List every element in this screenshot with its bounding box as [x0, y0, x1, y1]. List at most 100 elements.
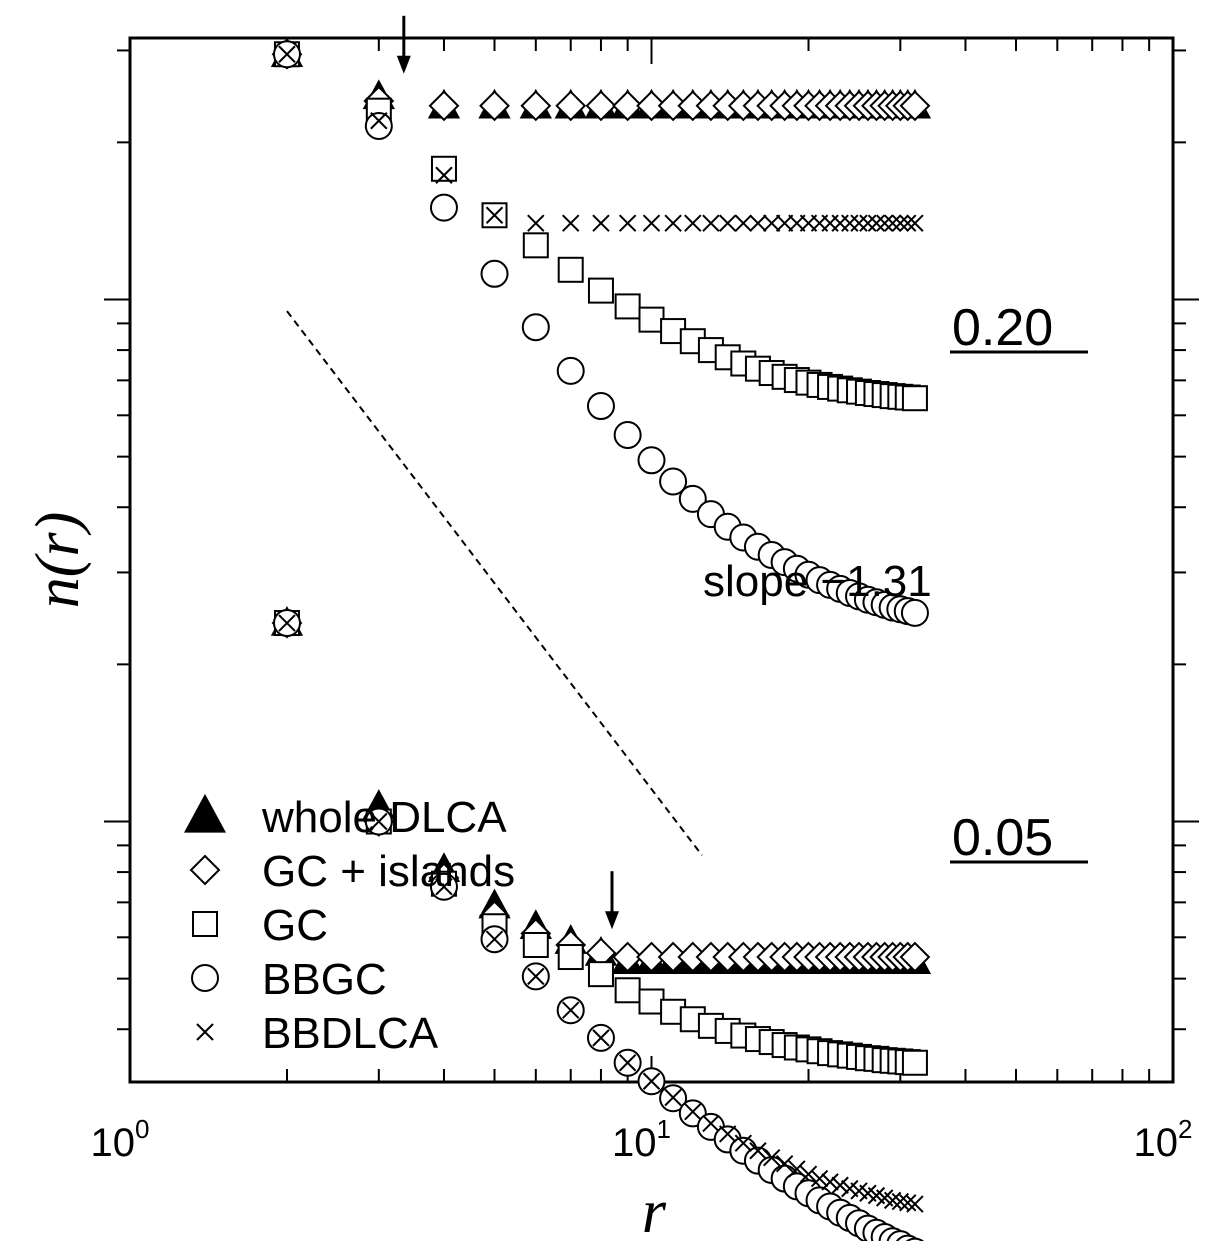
legend-label: BBGC [262, 955, 387, 1004]
marker-open-square [522, 232, 549, 259]
marker-open-diamond [428, 90, 460, 122]
legend-label: GC [262, 901, 328, 950]
marker-cross [810, 1169, 829, 1188]
arrow-head [605, 911, 620, 930]
legend-label: whole DLCA [261, 793, 507, 842]
marker-open-square [587, 961, 614, 988]
arrow-indicator [396, 15, 411, 74]
marker-cross [592, 214, 610, 232]
marker-cross [891, 214, 910, 232]
marker-open-diamond [585, 90, 617, 122]
marker-open-square [587, 277, 614, 304]
legend-item: GC + islands [189, 847, 515, 896]
marker-open-diamond [899, 941, 931, 973]
marker-open-square [901, 1049, 928, 1076]
marker-open-diamond [612, 941, 644, 973]
marker-cross [867, 214, 886, 232]
marker-open-diamond [612, 90, 644, 122]
marker-open-square [901, 385, 928, 412]
marker-open-diamond [520, 90, 552, 122]
marker-cross [831, 214, 849, 232]
marker-cross [618, 1054, 637, 1072]
marker-cross [592, 1029, 610, 1047]
marker-cross [734, 1134, 753, 1152]
marker-open-circle [191, 964, 219, 992]
marker-open-square [192, 911, 218, 937]
legend-item: GC [192, 901, 328, 950]
marker-cross [788, 1160, 806, 1178]
legend-item: BBGC [191, 955, 387, 1004]
marker-open-diamond [555, 90, 587, 122]
marker-cross [562, 1001, 580, 1019]
marker-cross [841, 214, 859, 232]
marker-cross [775, 1155, 794, 1173]
marker-open-square [614, 977, 641, 1004]
series-open-circle [272, 40, 929, 627]
marker-cross [906, 214, 924, 232]
marker-cross [435, 878, 453, 896]
y-axis-title: n(r) [24, 512, 92, 608]
marker-cross [883, 1191, 902, 1210]
series-open-square [273, 41, 928, 412]
legend-label: BBDLCA [262, 1009, 439, 1058]
marker-open-diamond [479, 90, 510, 122]
marker-open-square [638, 306, 665, 333]
marker-open-circle [480, 259, 509, 288]
marker-cross [891, 1192, 910, 1211]
marker-cross [749, 214, 767, 232]
marker-cross [883, 214, 902, 232]
marker-cross [618, 214, 637, 232]
legend-label: GC + islands [262, 847, 515, 896]
marker-cross [718, 214, 737, 232]
marker-filled-triangle [184, 793, 226, 833]
marker-cross [435, 166, 453, 184]
marker-cross [527, 967, 545, 986]
marker-cross [664, 214, 682, 232]
marker-cross [899, 1194, 917, 1212]
marker-cross [278, 45, 296, 63]
marker-cross [831, 1176, 849, 1194]
x-axis-title: r [642, 1178, 667, 1241]
marker-cross [562, 214, 580, 232]
series-filled-triangle [270, 606, 932, 974]
marker-cross [749, 1142, 767, 1160]
legend-item: whole DLCA [184, 793, 507, 842]
series-cross [278, 614, 924, 1213]
marker-cross [684, 214, 702, 232]
series-open-diamond [271, 607, 931, 973]
marker-cross [762, 214, 781, 232]
marker-open-circle [659, 467, 688, 496]
marker-cross [718, 1125, 737, 1143]
marker-open-diamond [899, 90, 931, 122]
marker-cross [734, 214, 753, 232]
marker-open-circle [586, 392, 615, 421]
x-tick-label: 102 [1134, 1114, 1193, 1165]
slope-label: slope −1.31 [703, 557, 932, 606]
arrow-indicator [605, 871, 620, 930]
marker-cross [875, 214, 894, 232]
marker-cross [196, 1023, 214, 1041]
marker-cross [899, 214, 917, 232]
legend: whole DLCA GC + islands GC BBGC BBDLCA [184, 793, 515, 1058]
marker-cross [485, 930, 504, 948]
x-tick-label: 100 [91, 1114, 150, 1165]
marker-open-circle [613, 421, 642, 450]
marker-open-circle [429, 193, 458, 222]
slope-reference-line [286, 310, 703, 856]
marker-open-square [522, 931, 549, 958]
series-open-circle [272, 609, 925, 1241]
marker-cross [370, 112, 388, 130]
marker-cross [906, 1195, 924, 1213]
marker-cross [684, 1103, 702, 1121]
marker-open-square [614, 293, 641, 320]
marker-open-diamond [636, 90, 667, 122]
marker-cross [642, 1072, 661, 1090]
marker-open-square [430, 155, 457, 182]
marker-open-diamond [636, 941, 667, 973]
marker-cross [799, 1165, 818, 1183]
marker-open-circle [364, 111, 393, 140]
marker-cross [485, 206, 504, 224]
marker-open-circle [905, 1237, 925, 1241]
